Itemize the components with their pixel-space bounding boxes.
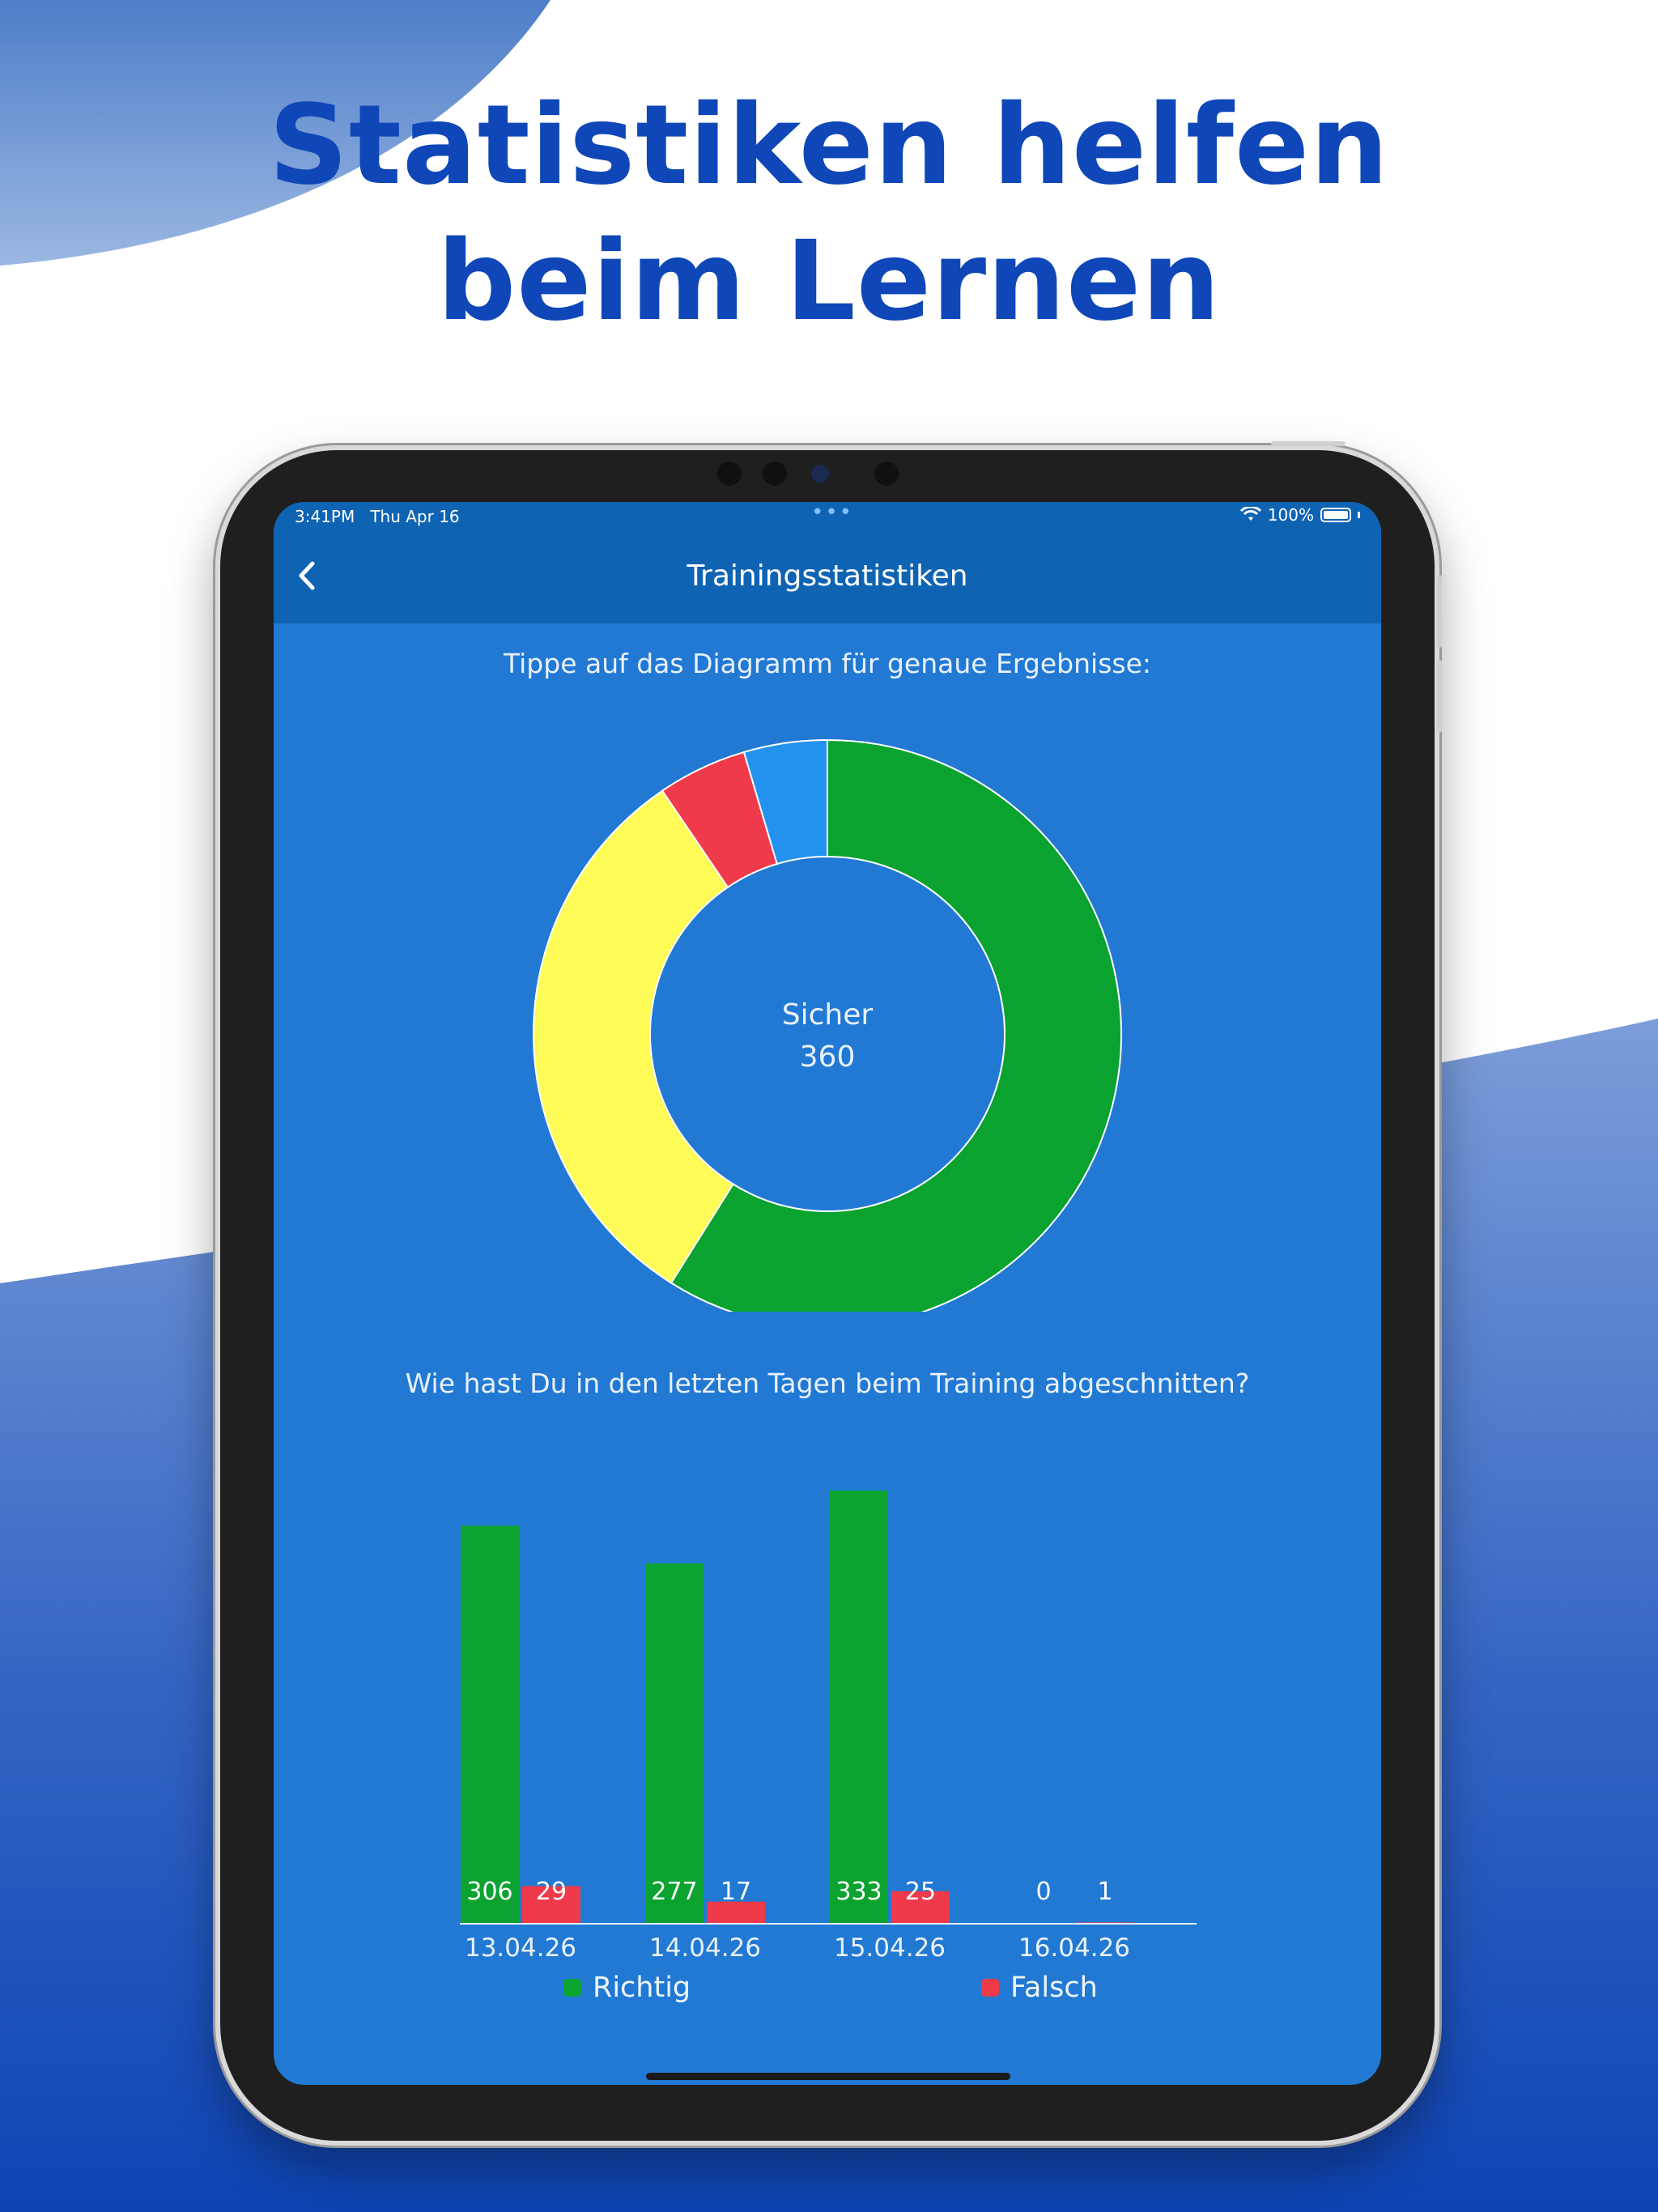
legend-swatch-richtig: [563, 1979, 581, 1997]
app-screen: 3:41PM Thu Apr 16 ••• 100% Trainingsstat…: [274, 502, 1381, 2085]
bar-falsch-15.04.26[interactable]: [891, 1891, 950, 1924]
legend-swatch-falsch: [981, 1979, 999, 1997]
status-right: 100%: [1239, 505, 1360, 525]
status-clock: 3:41PM: [295, 507, 355, 526]
camera-lens: [811, 465, 829, 483]
bar-value-label: 333: [835, 1878, 882, 1906]
donut-center-value: 360: [800, 1040, 856, 1074]
bar-value-label: 306: [466, 1878, 512, 1906]
nav-title: Trainingsstatistiken: [687, 559, 968, 593]
donut-slice-1[interactable]: [533, 789, 734, 1284]
navigation-bar: Trainingsstatistiken: [274, 531, 1381, 623]
camera-dot: [717, 462, 742, 486]
bar-chart[interactable]: 306 29 13.04.26 277 17 14.04.26 333 25 15.04.26 0…: [274, 502, 1381, 2085]
bar-value-label: 29: [536, 1878, 567, 1906]
top-button: [1271, 441, 1346, 446]
legend-item-falsch: Falsch: [981, 1972, 1098, 2004]
bar-richtig-13.04.26[interactable]: [461, 1525, 519, 1924]
headline-line-2: beim Lernen: [436, 218, 1222, 346]
donut-caption: Tippe auf das Diagramm für genaue Ergebn…: [503, 648, 1152, 679]
headline-line-1: Statistiken helfen: [268, 82, 1390, 210]
battery-tip: [1358, 512, 1360, 518]
status-date: Thu Apr 16: [370, 507, 460, 526]
bar-value-label: 25: [905, 1878, 936, 1906]
camera-dot: [874, 462, 899, 486]
donut-slice-3[interactable]: [742, 738, 828, 866]
x-tick-label: 13.04.26: [465, 1933, 576, 1963]
camera-dot: [763, 462, 787, 486]
top-left-wave: [0, 0, 551, 266]
volume-button: [1437, 575, 1442, 648]
donut-slice-0[interactable]: [670, 738, 1122, 1312]
status-bar: 3:41PM Thu Apr 16 ••• 100%: [274, 502, 1381, 531]
legend-label-falsch: Falsch: [1010, 1972, 1098, 2004]
x-tick-label: 16.04.26: [1018, 1933, 1130, 1963]
bar-falsch-13.04.26[interactable]: [522, 1886, 580, 1924]
bar-value-label: 17: [721, 1878, 751, 1906]
x-tick-label: 15.04.26: [834, 1933, 946, 1963]
bar-falsch-14.04.26[interactable]: [707, 1901, 765, 1924]
bar-richtig-15.04.26[interactable]: [830, 1491, 888, 1924]
bar-value-label: 0: [1035, 1878, 1051, 1906]
donut-center-label: Sicher: [782, 998, 874, 1032]
status-time: 3:41PM Thu Apr 16: [295, 507, 460, 526]
multitasking-dots-icon[interactable]: •••: [811, 502, 854, 525]
battery-icon: [1320, 508, 1351, 522]
legend-label-richtig: Richtig: [593, 1972, 691, 2004]
bar-value-label: 1: [1097, 1878, 1112, 1906]
bar-caption: Wie hast Du in den letzten Tagen beim Tr…: [405, 1368, 1250, 1399]
bar-value-label: 277: [651, 1878, 697, 1906]
legend-item-richtig: Richtig: [563, 1972, 691, 2004]
donut-chart[interactable]: Sicher 360: [274, 502, 1381, 1312]
volume-button: [1437, 660, 1442, 733]
chevron-left-icon[interactable]: [288, 555, 329, 596]
bar-richtig-14.04.26[interactable]: [645, 1563, 704, 1924]
home-indicator: [646, 2073, 1010, 2080]
x-tick-label: 14.04.26: [649, 1933, 761, 1963]
battery-percent: 100%: [1267, 505, 1314, 525]
wifi-icon: [1239, 507, 1261, 521]
